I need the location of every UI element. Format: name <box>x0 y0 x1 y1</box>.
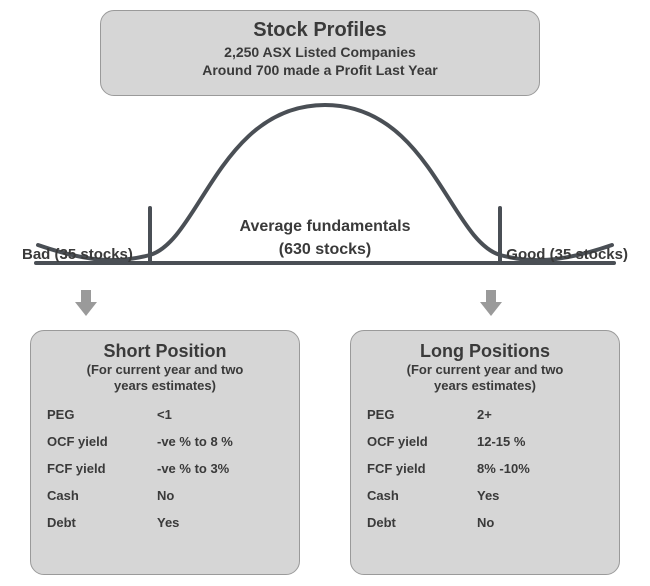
header-line2: Around 700 made a Profit Last Year <box>101 62 539 78</box>
long-row-value: 8% -10% <box>477 461 603 476</box>
stock-profiles-header-box: Stock Profiles 2,250 ASX Listed Companie… <box>100 10 540 96</box>
short-row: OCF yield-ve % to 8 % <box>47 434 283 449</box>
long-row-key: FCF yield <box>367 461 477 476</box>
short-row-value: Yes <box>157 515 283 530</box>
arrow-down-left-icon <box>75 290 97 316</box>
long-row-key: Cash <box>367 488 477 503</box>
long-row: OCF yield12-15 % <box>367 434 603 449</box>
short-row: DebtYes <box>47 515 283 530</box>
long-row: FCF yield8% -10% <box>367 461 603 476</box>
short-header: Short Position <box>47 341 283 362</box>
short-row-key: Debt <box>47 515 157 530</box>
arrow-down-right-icon <box>480 290 502 316</box>
short-row-value: -ve % to 8 % <box>157 434 283 449</box>
long-row: PEG2+ <box>367 407 603 422</box>
short-row-key: Cash <box>47 488 157 503</box>
short-position-box: Short Position (For current year and two… <box>30 330 300 575</box>
header-line1: 2,250 ASX Listed Companies <box>101 44 539 60</box>
long-subtitle: (For current year and two years estimate… <box>367 362 603 395</box>
long-row-value: 12-15 % <box>477 434 603 449</box>
short-subtitle: (For current year and two years estimate… <box>47 362 283 395</box>
long-row-value: 2+ <box>477 407 603 422</box>
short-row: PEG<1 <box>47 407 283 422</box>
long-row-value: Yes <box>477 488 603 503</box>
long-row: CashYes <box>367 488 603 503</box>
short-row: FCF yield-ve % to 3% <box>47 461 283 476</box>
short-rows: PEG<1OCF yield-ve % to 8 %FCF yield-ve %… <box>47 407 283 530</box>
short-row-key: OCF yield <box>47 434 157 449</box>
long-row-key: PEG <box>367 407 477 422</box>
bad-label: Bad (35 stocks) <box>22 246 133 263</box>
long-position-box: Long Positions (For current year and two… <box>350 330 620 575</box>
long-rows: PEG2+OCF yield12-15 %FCF yield8% -10%Cas… <box>367 407 603 530</box>
good-label: Good (35 stocks) <box>506 246 628 263</box>
short-row-value: -ve % to 3% <box>157 461 283 476</box>
short-row: CashNo <box>47 488 283 503</box>
average-fundamentals-label: Average fundamentals <box>0 218 650 236</box>
short-row-value: <1 <box>157 407 283 422</box>
long-row-key: OCF yield <box>367 434 477 449</box>
long-header: Long Positions <box>367 341 603 362</box>
header-title: Stock Profiles <box>101 19 539 42</box>
long-row-value: No <box>477 515 603 530</box>
short-row-key: PEG <box>47 407 157 422</box>
long-row: DebtNo <box>367 515 603 530</box>
short-row-key: FCF yield <box>47 461 157 476</box>
short-row-value: No <box>157 488 283 503</box>
long-row-key: Debt <box>367 515 477 530</box>
